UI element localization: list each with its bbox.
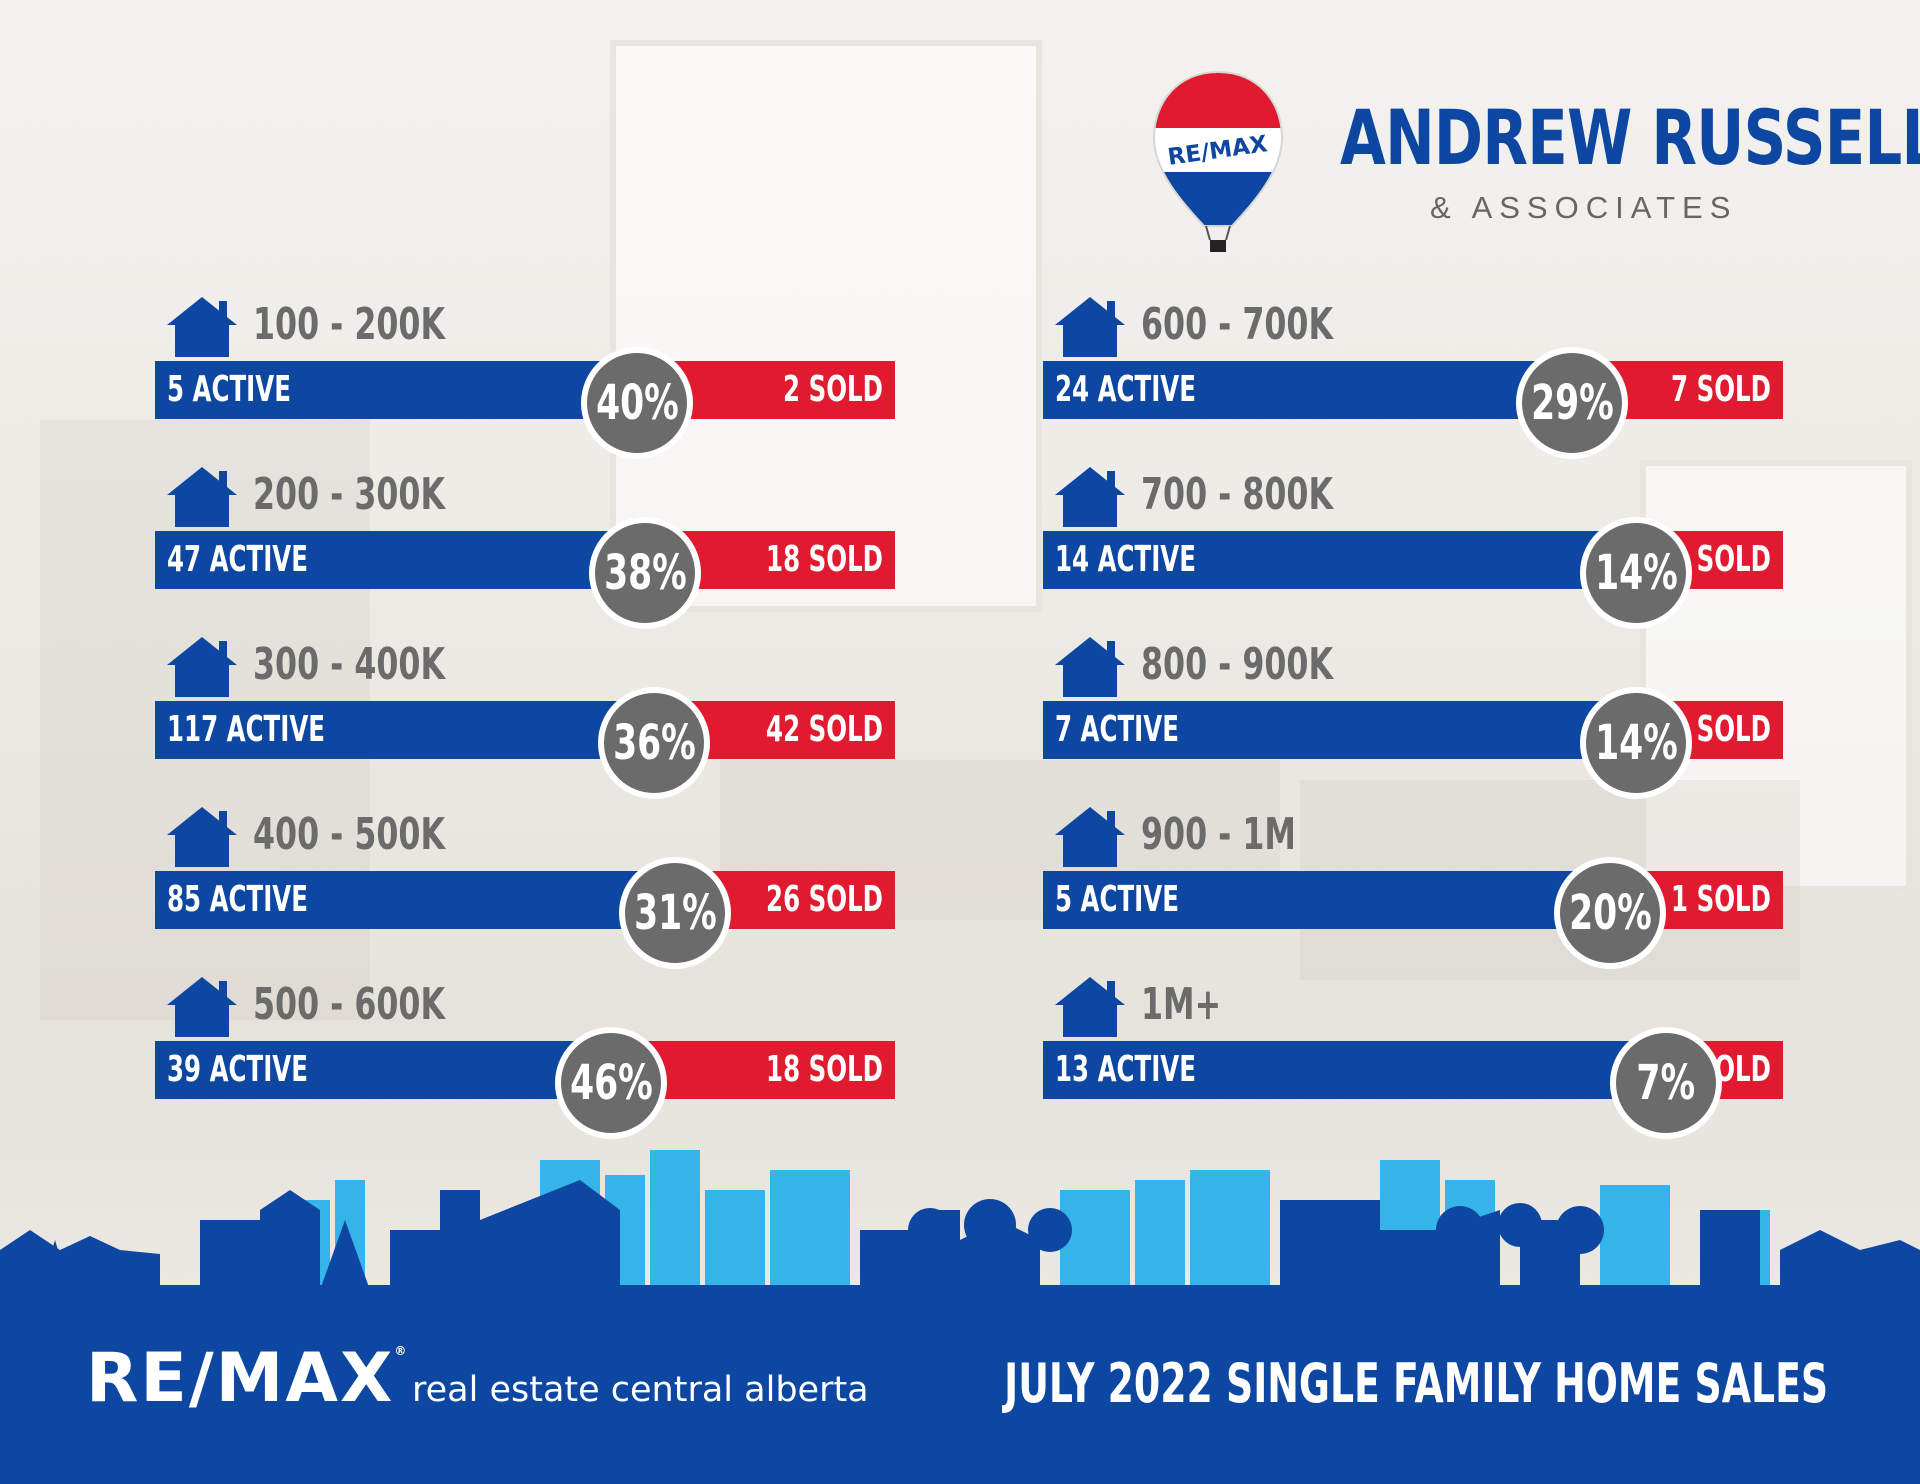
house-icon: [167, 807, 237, 867]
price-range-label: 1M+: [1141, 979, 1222, 1030]
brand-name: ANDREW RUSSELL: [1340, 93, 1920, 182]
price-range-row: 1M+ 13 ACTIVE 1 SOLD 7%: [1043, 975, 1783, 1139]
percent-label: 40%: [595, 375, 679, 431]
percent-badge: 40%: [581, 347, 693, 459]
background-window: [610, 40, 1042, 612]
percent-badge: 46%: [555, 1027, 667, 1139]
active-count-label: 117 ACTIVE: [167, 709, 326, 750]
sold-count-label: 42 SOLD: [766, 709, 883, 750]
price-range-label: 200 - 300K: [253, 469, 446, 520]
percent-badge: 20%: [1554, 857, 1666, 969]
house-icon: [167, 297, 237, 357]
sold-count-label: 2 SOLD: [783, 369, 883, 410]
percent-label: 7%: [1636, 1055, 1696, 1111]
active-bar: 24 ACTIVE: [1043, 361, 1570, 419]
price-range-label: 300 - 400K: [253, 639, 446, 690]
active-count-label: 85 ACTIVE: [167, 879, 308, 920]
house-icon: [1055, 977, 1125, 1037]
active-count-label: 5 ACTIVE: [1055, 879, 1179, 920]
active-bar: 5 ACTIVE: [1043, 871, 1608, 929]
remax-balloon-logo: RE/MAX: [1152, 70, 1284, 252]
price-range-row: 800 - 900K 7 ACTIVE 1 SOLD 14%: [1043, 635, 1783, 799]
percent-badge: 14%: [1580, 517, 1692, 629]
sold-count-label: 26 SOLD: [766, 879, 883, 920]
brand-subtitle: & ASSOCIATES: [1430, 190, 1738, 225]
active-count-label: 24 ACTIVE: [1055, 369, 1196, 410]
percent-badge: 29%: [1516, 347, 1628, 459]
percent-badge: 38%: [589, 517, 701, 629]
active-count-label: 39 ACTIVE: [167, 1049, 308, 1090]
house-icon: [167, 467, 237, 527]
house-icon: [1055, 467, 1125, 527]
bar-track: 5 ACTIVE 2 SOLD 40%: [155, 347, 895, 459]
price-range-row: 300 - 400K 117 ACTIVE 42 SOLD 36%: [155, 635, 895, 799]
percent-label: 36%: [612, 715, 696, 771]
house-icon: [1055, 297, 1125, 357]
percent-label: 14%: [1594, 715, 1678, 771]
house-icon: [1055, 637, 1125, 697]
price-range-row: 500 - 600K 39 ACTIVE 18 SOLD 46%: [155, 975, 895, 1139]
active-bar: 7 ACTIVE: [1043, 701, 1634, 759]
footer-tagline: real estate central alberta: [412, 1370, 869, 1410]
active-bar: 39 ACTIVE: [155, 1041, 609, 1099]
price-range-label: 900 - 1M: [1141, 809, 1296, 860]
price-range-row: 200 - 300K 47 ACTIVE 18 SOLD 38%: [155, 465, 895, 629]
percent-label: 38%: [603, 545, 687, 601]
active-bar: 5 ACTIVE: [155, 361, 635, 419]
house-icon: [167, 637, 237, 697]
sold-count-label: 1 SOLD: [1671, 879, 1771, 920]
price-range-row: 700 - 800K 14 ACTIVE 2 SOLD 14%: [1043, 465, 1783, 629]
price-range-label: 700 - 800K: [1141, 469, 1334, 520]
bar-track: 85 ACTIVE 26 SOLD 31%: [155, 857, 895, 969]
footer: RE/MAX® real estate central alberta JULY…: [0, 1285, 1920, 1484]
sold-count-label: 18 SOLD: [766, 1049, 883, 1090]
active-bar: 47 ACTIVE: [155, 531, 643, 589]
bar-track: 13 ACTIVE 1 SOLD 7%: [1043, 1027, 1783, 1139]
bar-track: 7 ACTIVE 1 SOLD 14%: [1043, 687, 1783, 799]
active-count-label: 5 ACTIVE: [167, 369, 291, 410]
percent-label: 29%: [1530, 375, 1614, 431]
active-bar: 85 ACTIVE: [155, 871, 673, 929]
percent-badge: 31%: [619, 857, 731, 969]
house-icon: [1055, 807, 1125, 867]
footer-remax-logo: RE/MAX®: [86, 1339, 409, 1418]
percent-badge: 7%: [1610, 1027, 1722, 1139]
percent-badge: 14%: [1580, 687, 1692, 799]
price-range-row: 600 - 700K 24 ACTIVE 7 SOLD 29%: [1043, 295, 1783, 459]
price-range-label: 500 - 600K: [253, 979, 446, 1030]
active-bar: 117 ACTIVE: [155, 701, 652, 759]
percent-label: 20%: [1568, 885, 1652, 941]
percent-label: 14%: [1594, 545, 1678, 601]
city-skyline: [0, 1150, 1920, 1290]
bar-track: 47 ACTIVE 18 SOLD 38%: [155, 517, 895, 629]
bar-track: 5 ACTIVE 1 SOLD 20%: [1043, 857, 1783, 969]
price-range-row: 100 - 200K 5 ACTIVE 2 SOLD 40%: [155, 295, 895, 459]
brand-block: ANDREW RUSSELL & ASSOCIATES: [1340, 93, 1920, 226]
sold-count-label: 7 SOLD: [1671, 369, 1771, 410]
active-count-label: 13 ACTIVE: [1055, 1049, 1196, 1090]
percent-label: 46%: [569, 1055, 653, 1111]
price-range-label: 800 - 900K: [1141, 639, 1334, 690]
house-icon: [167, 977, 237, 1037]
active-count-label: 14 ACTIVE: [1055, 539, 1196, 580]
price-range-row: 400 - 500K 85 ACTIVE 26 SOLD 31%: [155, 805, 895, 969]
footer-title: JULY 2022 SINGLE FAMILY HOME SALES: [1004, 1352, 1828, 1415]
active-bar: 13 ACTIVE: [1043, 1041, 1664, 1099]
active-bar: 14 ACTIVE: [1043, 531, 1634, 589]
price-range-label: 400 - 500K: [253, 809, 446, 860]
active-count-label: 47 ACTIVE: [167, 539, 308, 580]
percent-badge: 36%: [598, 687, 710, 799]
bar-track: 117 ACTIVE 42 SOLD 36%: [155, 687, 895, 799]
bar-track: 14 ACTIVE 2 SOLD 14%: [1043, 517, 1783, 629]
price-range-label: 100 - 200K: [253, 299, 446, 350]
price-range-label: 600 - 700K: [1141, 299, 1334, 350]
bar-track: 24 ACTIVE 7 SOLD 29%: [1043, 347, 1783, 459]
active-count-label: 7 ACTIVE: [1055, 709, 1179, 750]
sold-count-label: 18 SOLD: [766, 539, 883, 580]
percent-label: 31%: [633, 885, 717, 941]
sold-bar: 18 SOLD: [609, 1041, 895, 1099]
price-range-row: 900 - 1M 5 ACTIVE 1 SOLD 20%: [1043, 805, 1783, 969]
bar-track: 39 ACTIVE 18 SOLD 46%: [155, 1027, 895, 1139]
